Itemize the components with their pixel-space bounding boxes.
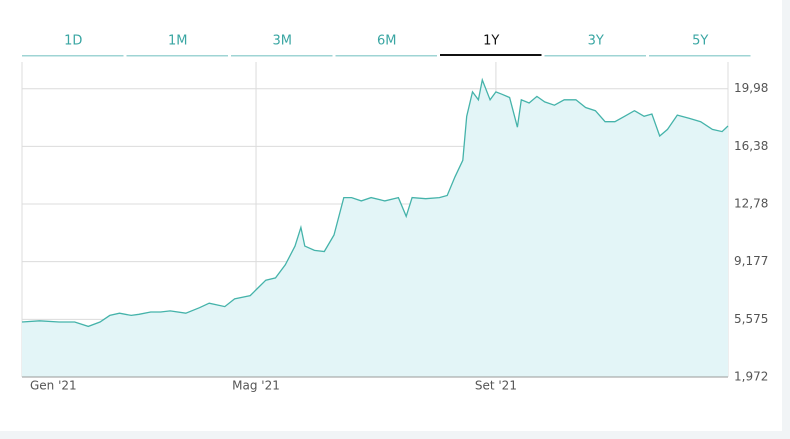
range-tab[interactable]: 6M [377, 34, 397, 49]
tab-underline [22, 55, 124, 57]
y-tick-label: 1,972 [734, 370, 768, 384]
x-tick-label: Set '21 [475, 379, 517, 393]
line [21, 77, 729, 328]
tab-underline [544, 55, 646, 57]
range-tab[interactable]: 1D [64, 34, 82, 49]
edge [782, 0, 790, 439]
y-tick-label: 16,38 [734, 139, 768, 153]
edge [0, 431, 790, 439]
tab-underline [335, 55, 437, 57]
y-tick-label: 9,177 [734, 254, 768, 268]
range-tab[interactable]: 3Y [588, 34, 604, 49]
range-tab[interactable]: 5Y [692, 34, 708, 49]
tab-underline [126, 55, 228, 57]
range-tab[interactable]: 1Y [483, 34, 499, 49]
y-tick-label: 12,78 [734, 196, 768, 210]
tab-underline [231, 55, 333, 57]
range-tab[interactable]: 1M [168, 34, 188, 49]
y-tick-label: 5,575 [734, 312, 768, 326]
tab-underline [649, 55, 751, 57]
y-tick-label: 19,98 [734, 81, 768, 95]
x-tick-label: Mag '21 [232, 379, 280, 393]
tab-underline [440, 54, 542, 56]
x-tick-label: Gen '21 [30, 379, 77, 393]
area [22, 79, 728, 378]
range-tab[interactable]: 3M [273, 34, 293, 49]
